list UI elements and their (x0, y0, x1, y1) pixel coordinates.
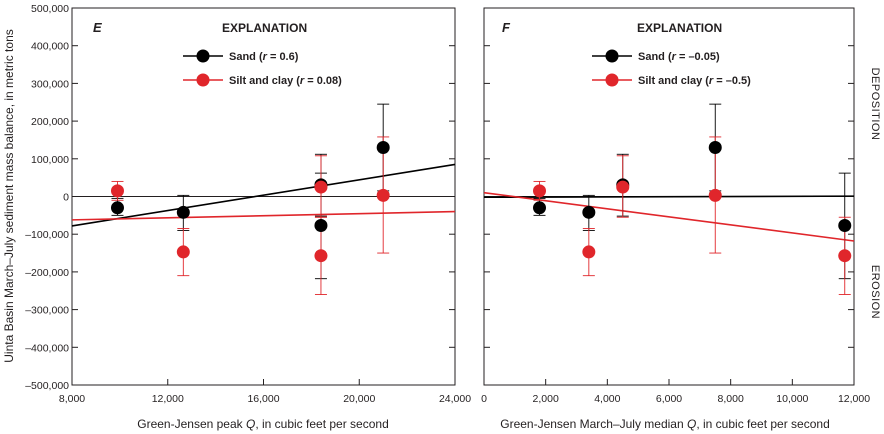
panel-f-fit-lines (483, 191, 855, 242)
panel-f-x-tick-label: 6,000 (656, 393, 682, 405)
panel-e-x-ticks: 8,000 12,000 16,000 20,000 24,000 (59, 379, 471, 405)
panel-e-point-sand (176, 205, 190, 219)
legend-silt-marker-e (196, 73, 210, 87)
panel-e-points (110, 140, 390, 263)
legend-sand-label-f: Sand (r = –0.05) (638, 51, 720, 63)
panel-e-point-sand (314, 219, 328, 233)
panel-e-x-tick-label: 12,000 (152, 393, 184, 405)
panel-e-y-tick-label: 200,000 (31, 116, 69, 128)
legend-silt-marker-f (605, 73, 619, 87)
panel-e-y-tick-label: 300,000 (31, 78, 69, 90)
panel-e-letter: E (93, 20, 102, 35)
legend-silt-label-e: Silt and clay (r = 0.08) (229, 75, 342, 87)
panel-f-letter: F (502, 20, 511, 35)
panel-e-error-bars (111, 103, 390, 295)
legend-sand-marker-e (196, 49, 210, 63)
panel-e-point-silt (314, 180, 328, 194)
panel-f-x-ticks: 0 2,000 4,000 6,000 8,000 10,000 12,000 (481, 379, 870, 405)
panel-e-point-silt (376, 188, 390, 202)
panel-e-fit-line-sand (71, 163, 456, 227)
panel-e-x-tick-label: 24,000 (439, 393, 471, 405)
panel-f-y-ticks (484, 7, 854, 386)
panel-e-point-sand (376, 140, 390, 154)
panel-f-point-silt (533, 184, 546, 198)
panel-f-point-silt (616, 180, 630, 194)
panel-f-point-sand (838, 219, 852, 233)
legend-sand-marker-f (605, 49, 619, 63)
panel-f-x-axis-label: Green-Jensen March–July median Q, in cub… (500, 417, 830, 431)
side-label-erosion: EROSION (869, 265, 881, 319)
panel-e-x-tick-label: 20,000 (343, 393, 375, 405)
panel-e-y-tick-label: 400,000 (31, 41, 69, 53)
panel-f-points (533, 140, 852, 263)
panel-f-point-silt (838, 249, 852, 263)
panel-e-y-tick-label: –500,000 (25, 380, 69, 392)
panel-f-legend-silt: Silt and clay (r = –0.5) (592, 73, 751, 87)
panel-e-x-tick-label: 8,000 (59, 393, 85, 405)
panel-e-point-silt (314, 249, 328, 263)
panel-e-point-silt (110, 184, 124, 198)
panel-e-point-silt (176, 245, 190, 259)
panel-f-x-tick-label: 0 (481, 393, 487, 405)
panel-e-fit-lines (71, 163, 456, 227)
panel-e-explanation-title: EXPLANATION (222, 21, 307, 35)
panel-e-point-sand (110, 201, 124, 215)
panel-e-y-ticks: –500,000 –400,000 –300,000 –200,000 –100,000… (25, 3, 455, 392)
panel-f-point-sand (582, 205, 596, 219)
panel-f-legend-sand: Sand (r = –0.05) (592, 49, 720, 63)
panel-e-y-tick-label: –400,000 (25, 342, 69, 354)
panel-f: 0 2,000 4,000 6,000 8,000 10,000 12,000 F EXPL… (481, 7, 881, 431)
panel-e-legend-silt: Silt and clay (r = 0.08) (183, 73, 342, 87)
panel-f-point-sand (533, 201, 546, 215)
panel-e-y-tick-label: –200,000 (25, 267, 69, 279)
panel-e-y-tick-label: –100,000 (25, 229, 69, 241)
panel-e-y-tick-label: –300,000 (25, 305, 69, 317)
panel-f-fit-line-silt (483, 191, 855, 242)
panel-e-y-tick-label: 500,000 (31, 3, 69, 15)
panel-f-x-tick-label: 2,000 (533, 393, 559, 405)
panel-f-fit-line-sand (483, 195, 855, 199)
legend-sand-label-e: Sand (r = 0.6) (229, 51, 299, 63)
side-label-deposition: DEPOSITION (869, 68, 881, 141)
y-axis-label: Uinta Basin March–July sediment mass bal… (2, 29, 16, 362)
panel-e-x-axis-label: Green-Jensen peak Q, in cubic feet per s… (137, 417, 389, 431)
panel-f-x-tick-label: 10,000 (776, 393, 808, 405)
panel-f-x-tick-label: 12,000 (838, 393, 870, 405)
panel-e-legend-sand: Sand (r = 0.6) (183, 49, 299, 63)
panel-f-point-silt (708, 188, 722, 202)
panel-e-fit-line-silt (71, 210, 456, 221)
panel-f-point-sand (708, 140, 722, 154)
panel-f-explanation-title: EXPLANATION (637, 21, 722, 35)
panel-e: –500,000 –400,000 –300,000 –200,000 –100,000… (25, 3, 471, 431)
panel-f-point-silt (582, 245, 596, 259)
panel-f-x-tick-label: 4,000 (594, 393, 620, 405)
panel-e-y-tick-label: 0 (63, 192, 69, 204)
panel-f-x-tick-label: 8,000 (718, 393, 744, 405)
panel-f-error-bars (533, 103, 851, 295)
panel-e-y-tick-label: 100,000 (31, 154, 69, 166)
legend-silt-label-f: Silt and clay (r = –0.5) (638, 75, 751, 87)
panel-e-x-tick-label: 16,000 (247, 393, 279, 405)
